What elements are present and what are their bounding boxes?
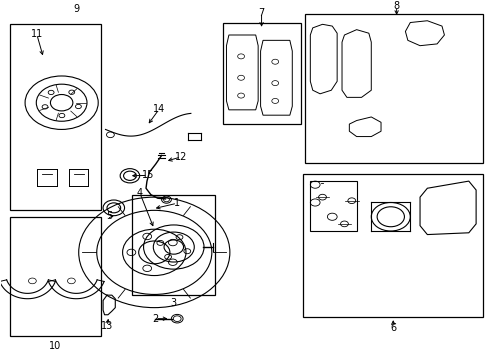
Text: 14: 14 — [153, 104, 165, 114]
Text: 10: 10 — [49, 341, 61, 351]
Text: 8: 8 — [393, 1, 399, 12]
Text: 6: 6 — [389, 323, 395, 333]
Text: 15: 15 — [142, 170, 154, 180]
Text: 12: 12 — [175, 152, 187, 162]
Text: 3: 3 — [170, 298, 177, 309]
Text: 7: 7 — [258, 8, 264, 18]
Bar — [305, 14, 483, 163]
Bar — [10, 24, 101, 210]
Bar — [303, 174, 483, 316]
Text: 2: 2 — [152, 314, 158, 324]
Text: 13: 13 — [101, 321, 113, 331]
Text: 11: 11 — [31, 29, 43, 39]
Text: 9: 9 — [73, 4, 79, 14]
Text: 4: 4 — [136, 188, 142, 198]
Text: 1: 1 — [174, 198, 180, 208]
Bar — [222, 23, 300, 124]
Text: 5: 5 — [105, 211, 112, 221]
Bar — [132, 195, 215, 295]
Bar — [10, 217, 101, 336]
